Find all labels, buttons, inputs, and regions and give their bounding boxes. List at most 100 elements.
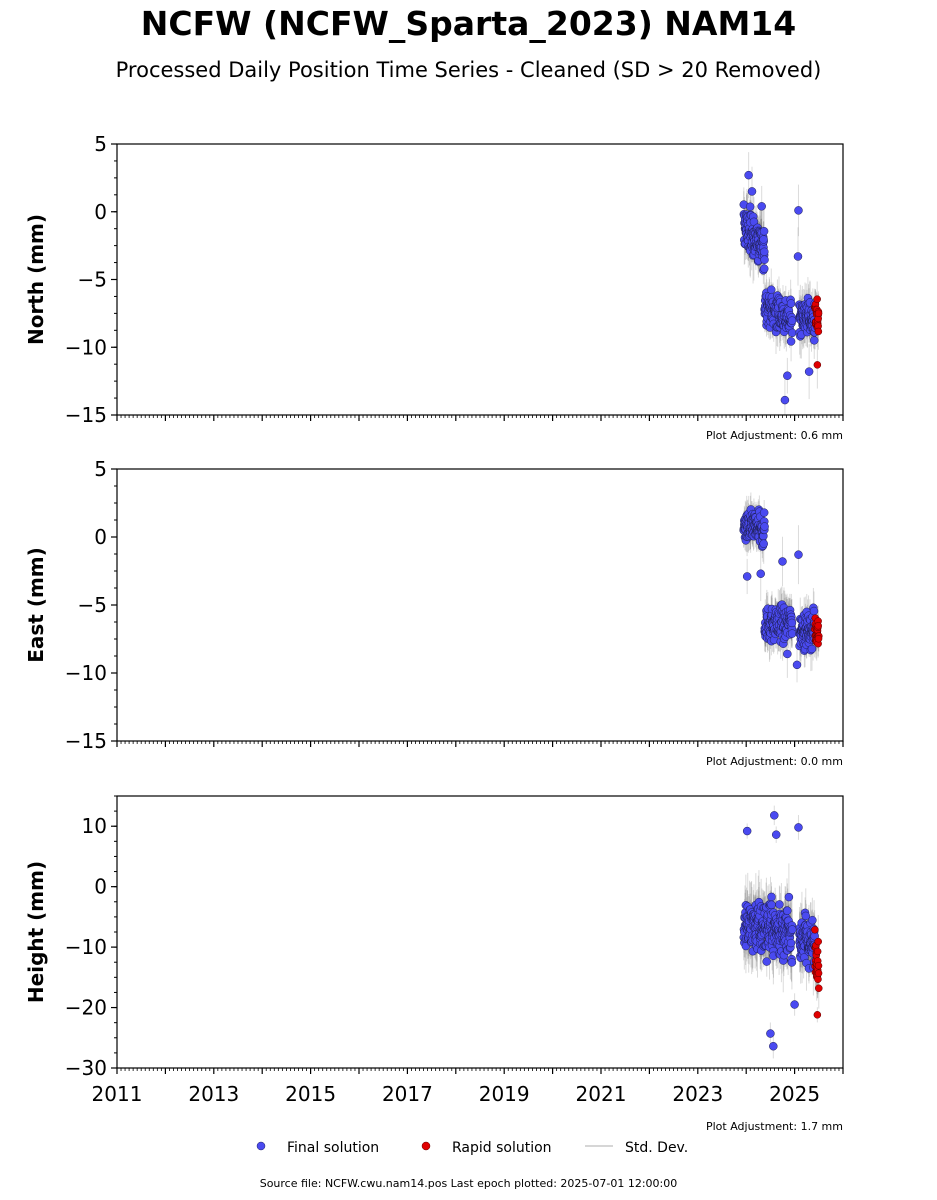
final-solution-point xyxy=(756,569,765,578)
final-solution-point xyxy=(808,915,817,925)
x-tick-label: 2025 xyxy=(769,1082,820,1106)
final-solution-point xyxy=(759,226,769,236)
y-tick-label: 10 xyxy=(82,814,107,838)
final-solution-point xyxy=(745,202,755,211)
rapid-solution-point xyxy=(814,969,823,977)
final-solution-point xyxy=(787,958,797,967)
rapid-solution-point xyxy=(814,327,823,336)
final-solution-point xyxy=(807,644,817,654)
y-tick-label: −5 xyxy=(78,268,107,292)
final-solution-point xyxy=(783,906,792,915)
rapid-solution-point xyxy=(813,295,821,303)
legend-rapid-marker xyxy=(421,1141,431,1151)
y-axis-label: Height (mm) xyxy=(24,861,48,1003)
final-solution-point xyxy=(759,508,769,517)
y-tick-label: −10 xyxy=(65,935,107,959)
plot-frame xyxy=(116,143,844,416)
y-tick-label: −20 xyxy=(65,996,107,1020)
source-file-line: Source file: NCFW.cwu.nam14.pos Last epo… xyxy=(259,1177,678,1190)
plot-adjustment-note: Plot Adjustment: 1.7 mm xyxy=(706,1120,843,1133)
final-solution-point xyxy=(794,206,803,215)
final-solution-point xyxy=(742,826,752,836)
final-solution-point xyxy=(759,539,768,549)
final-solution-point xyxy=(760,522,769,531)
rapid-solution-point xyxy=(814,622,822,630)
y-axis-label: North (mm) xyxy=(24,214,48,345)
final-solution-point xyxy=(783,649,792,659)
rapid-solution-point xyxy=(814,961,823,970)
final-solution-point xyxy=(771,830,781,839)
final-solution-point xyxy=(794,550,803,559)
y-axis-label: East (mm) xyxy=(24,547,48,663)
final-solution-point xyxy=(804,367,814,376)
final-solution-point xyxy=(775,900,784,909)
final-solution-point xyxy=(792,660,802,670)
final-solution-point xyxy=(747,187,757,196)
legend-final-label: Final solution xyxy=(287,1140,379,1156)
rapid-solution-point xyxy=(811,926,819,934)
data-points xyxy=(739,505,823,670)
y-tick-label: 5 xyxy=(94,132,107,156)
final-solution-point xyxy=(809,606,819,616)
y-tick-label: −15 xyxy=(65,403,107,427)
x-tick-label: 2011 xyxy=(92,1082,143,1106)
final-solution-point xyxy=(757,202,766,211)
x-tick-label: 2015 xyxy=(285,1082,336,1106)
x-tick-label: 2019 xyxy=(479,1082,530,1106)
final-solution-point xyxy=(766,1029,775,1038)
rapid-solution-point xyxy=(813,1011,822,1019)
y-tick-label: −5 xyxy=(78,593,107,617)
plot-frame xyxy=(116,468,844,742)
final-solution-point xyxy=(767,900,776,910)
x-tick-label: 2017 xyxy=(382,1082,433,1106)
plot-adjustment-note: Plot Adjustment: 0.0 mm xyxy=(706,755,843,768)
final-solution-point xyxy=(786,337,796,346)
final-solution-point xyxy=(794,823,803,832)
rapid-solution-point xyxy=(813,947,822,956)
final-solution-point xyxy=(778,557,787,566)
plot-adjustment-note: Plot Adjustment: 0.6 mm xyxy=(706,429,843,442)
y-tick-label: −15 xyxy=(65,729,107,753)
final-solution-point xyxy=(759,264,769,273)
x-tick-label: 2013 xyxy=(188,1082,239,1106)
final-solution-point xyxy=(793,252,803,261)
final-solution-point xyxy=(787,618,797,628)
final-solution-point xyxy=(744,170,753,180)
legend-rapid-label: Rapid solution xyxy=(452,1140,552,1156)
legend-std-label: Std. Dev. xyxy=(625,1140,688,1156)
final-solution-point xyxy=(787,629,797,638)
final-solution-point xyxy=(786,299,796,308)
data-points xyxy=(739,811,823,1051)
final-solution-point xyxy=(766,285,776,294)
y-tick-label: 0 xyxy=(94,525,107,549)
rapid-solution-point xyxy=(815,984,823,993)
y-tick-label: −10 xyxy=(65,335,107,359)
x-tick-label: 2023 xyxy=(672,1082,723,1106)
legend-final-marker xyxy=(256,1141,266,1151)
final-solution-point xyxy=(762,957,771,966)
final-solution-point xyxy=(784,892,794,902)
final-solution-point xyxy=(786,938,796,948)
final-solution-point xyxy=(769,1041,778,1051)
final-solution-point xyxy=(787,316,797,325)
final-solution-point xyxy=(787,925,797,934)
panel-east: 5 0 −5 −10 −15 East (mm) Plot Adjustment: 0.0 … xyxy=(24,457,844,768)
final-solution-point xyxy=(760,255,769,264)
rapid-solution-point xyxy=(814,634,823,643)
data-points xyxy=(739,170,823,405)
final-solution-point xyxy=(783,371,792,380)
panel-north: 5 0 −5 −10 −15 North (mm) Plot Adjustment: 0.6… xyxy=(24,132,844,442)
rapid-solution-point xyxy=(814,937,822,946)
y-tick-label: −10 xyxy=(65,661,107,685)
x-tick-label: 2021 xyxy=(576,1082,627,1106)
y-tick-label: 5 xyxy=(94,457,107,481)
final-solution-point xyxy=(760,247,769,257)
final-solution-point xyxy=(810,336,819,345)
y-tick-label: −30 xyxy=(65,1056,107,1080)
chart-title: NCFW (NCFW_Sparta_2023) NAM14 xyxy=(140,4,797,43)
plot-frame xyxy=(116,795,844,1069)
panels-group: 5 0 −5 −10 −15 North (mm) Plot Adjustment: 0.6… xyxy=(24,132,844,1133)
final-solution-point xyxy=(759,235,768,244)
